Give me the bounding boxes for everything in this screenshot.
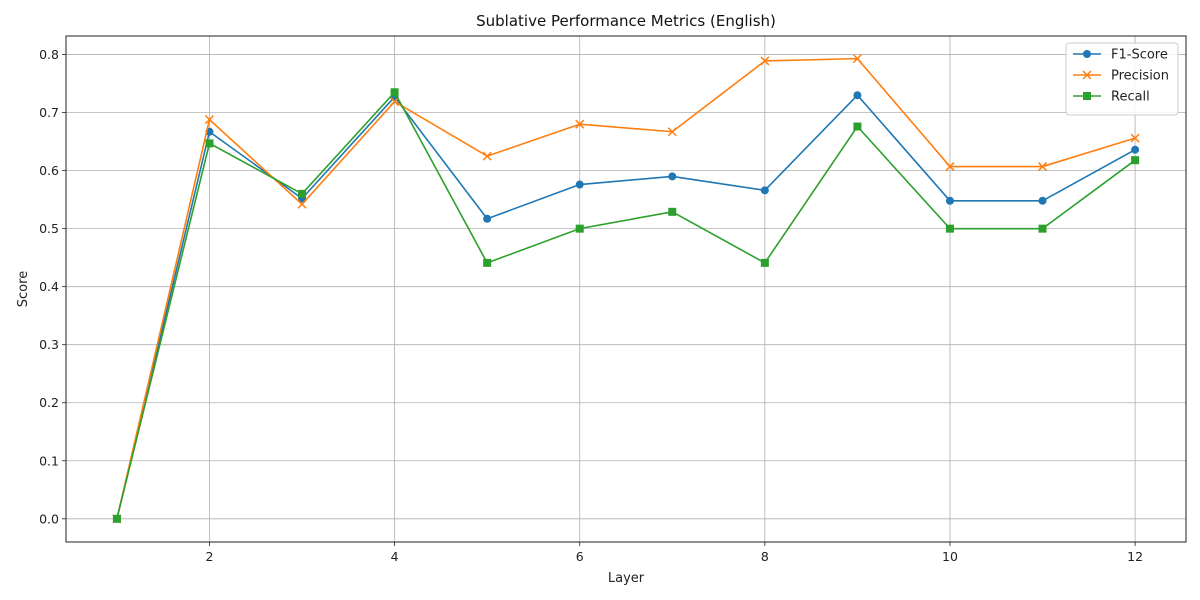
data-point-precision bbox=[575, 119, 585, 129]
x-tick-label: 6 bbox=[576, 549, 584, 564]
data-point-precision bbox=[1037, 162, 1048, 172]
data-point-recall bbox=[298, 189, 307, 198]
y-tick-label: 0.5 bbox=[39, 221, 59, 236]
legend-marker bbox=[1082, 70, 1092, 80]
data-point-precision bbox=[390, 97, 400, 107]
data-point-precision bbox=[482, 151, 492, 161]
y-axis-label: Score bbox=[16, 271, 31, 307]
legend-item-f1-score: F1-Score bbox=[1073, 48, 1168, 63]
series-recall bbox=[112, 88, 1140, 523]
data-point-recall bbox=[575, 224, 584, 233]
y-tick-label: 0.8 bbox=[39, 47, 59, 62]
data-point-recall bbox=[1131, 156, 1140, 165]
data-point-f1-score bbox=[483, 214, 492, 223]
data-point-f1-score bbox=[1131, 145, 1140, 154]
data-point-recall bbox=[1038, 224, 1047, 233]
legend-box bbox=[1065, 42, 1179, 116]
series-f1-score bbox=[112, 91, 1140, 523]
y-tick-label: 0.6 bbox=[39, 163, 59, 178]
series-line-recall bbox=[116, 91, 1136, 519]
series-lines bbox=[112, 54, 1140, 524]
data-point-f1-score bbox=[1038, 196, 1047, 205]
data-point-f1-score bbox=[760, 186, 769, 195]
data-point-precision bbox=[297, 199, 307, 209]
plot-area-frame bbox=[65, 35, 1187, 543]
series-line-precision bbox=[116, 57, 1136, 519]
legend-label: F1-Score bbox=[1111, 48, 1168, 63]
series-precision bbox=[112, 54, 1140, 524]
axis-ticks: 2 4 6 8 10 12 0.0 0.1 0.2 0.3 0.4 0.5 0.6 0.7 0.8 bbox=[39, 47, 1143, 564]
x-axis-label: Layer bbox=[608, 571, 645, 586]
legend-label: Precision bbox=[1111, 69, 1169, 84]
data-point-precision bbox=[204, 115, 215, 125]
data-point-precision bbox=[667, 127, 677, 137]
y-tick-label: 0.1 bbox=[39, 453, 59, 468]
data-point-f1-score bbox=[853, 91, 862, 100]
data-point-recall bbox=[112, 514, 121, 523]
data-point-recall bbox=[483, 258, 492, 267]
data-point-recall bbox=[853, 122, 862, 131]
legend-item-recall: Recall bbox=[1073, 90, 1150, 105]
legend-marker bbox=[1083, 92, 1091, 100]
legend-items: F1-Score Precision Recall bbox=[1073, 48, 1169, 105]
gridlines bbox=[66, 36, 1186, 542]
data-point-precision bbox=[760, 56, 770, 66]
y-tick-label: 0.2 bbox=[39, 395, 59, 410]
x-tick-label: 4 bbox=[391, 549, 399, 564]
y-tick-label: 0.3 bbox=[39, 337, 59, 352]
x-tick-label: 2 bbox=[205, 549, 213, 564]
data-point-recall bbox=[668, 207, 677, 216]
x-tick-label: 12 bbox=[1127, 549, 1143, 564]
data-point-recall bbox=[205, 139, 214, 148]
x-tick-label: 8 bbox=[761, 549, 769, 564]
y-tick-label: 0.4 bbox=[39, 279, 59, 294]
data-point-recall bbox=[390, 88, 399, 97]
legend: F1-Score Precision Recall bbox=[1065, 42, 1179, 116]
x-tick-label: 10 bbox=[942, 549, 958, 564]
series-line-f1-score bbox=[116, 94, 1136, 519]
data-point-precision bbox=[852, 54, 862, 64]
data-point-recall bbox=[945, 224, 954, 233]
y-tick-label: 0.0 bbox=[39, 511, 59, 526]
data-point-f1-score bbox=[668, 172, 677, 181]
data-point-recall bbox=[760, 258, 769, 267]
legend-item-precision: Precision bbox=[1073, 69, 1169, 84]
data-point-precision bbox=[945, 162, 955, 172]
y-tick-label: 0.7 bbox=[39, 105, 59, 120]
data-point-precision bbox=[1130, 133, 1140, 143]
chart-title: Sublative Performance Metrics (English) bbox=[476, 12, 776, 30]
data-point-f1-score bbox=[575, 180, 584, 189]
legend-marker bbox=[1083, 50, 1091, 58]
legend-label: Recall bbox=[1111, 90, 1150, 105]
data-point-f1-score bbox=[945, 196, 954, 205]
